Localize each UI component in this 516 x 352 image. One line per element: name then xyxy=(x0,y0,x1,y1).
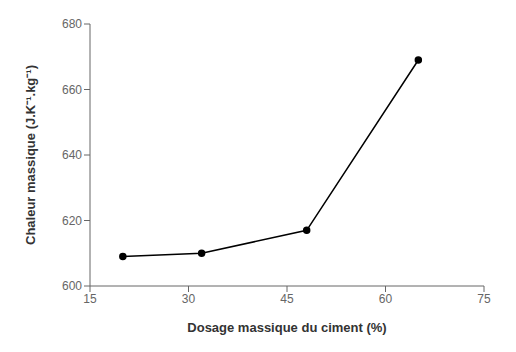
svg-text:600: 600 xyxy=(62,279,82,293)
svg-text:75: 75 xyxy=(477,292,491,306)
svg-text:620: 620 xyxy=(62,214,82,228)
svg-text:680: 680 xyxy=(62,17,82,31)
svg-text:Dosage massique du ciment (%): Dosage massique du ciment (%) xyxy=(187,320,386,335)
svg-text:Chaleur massique (J.K⁻¹.kg⁻¹): Chaleur massique (J.K⁻¹.kg⁻¹) xyxy=(23,65,38,245)
svg-text:640: 640 xyxy=(62,148,82,162)
svg-text:45: 45 xyxy=(280,292,294,306)
svg-text:30: 30 xyxy=(182,292,196,306)
svg-text:60: 60 xyxy=(379,292,393,306)
svg-text:660: 660 xyxy=(62,83,82,97)
svg-text:15: 15 xyxy=(83,292,97,306)
